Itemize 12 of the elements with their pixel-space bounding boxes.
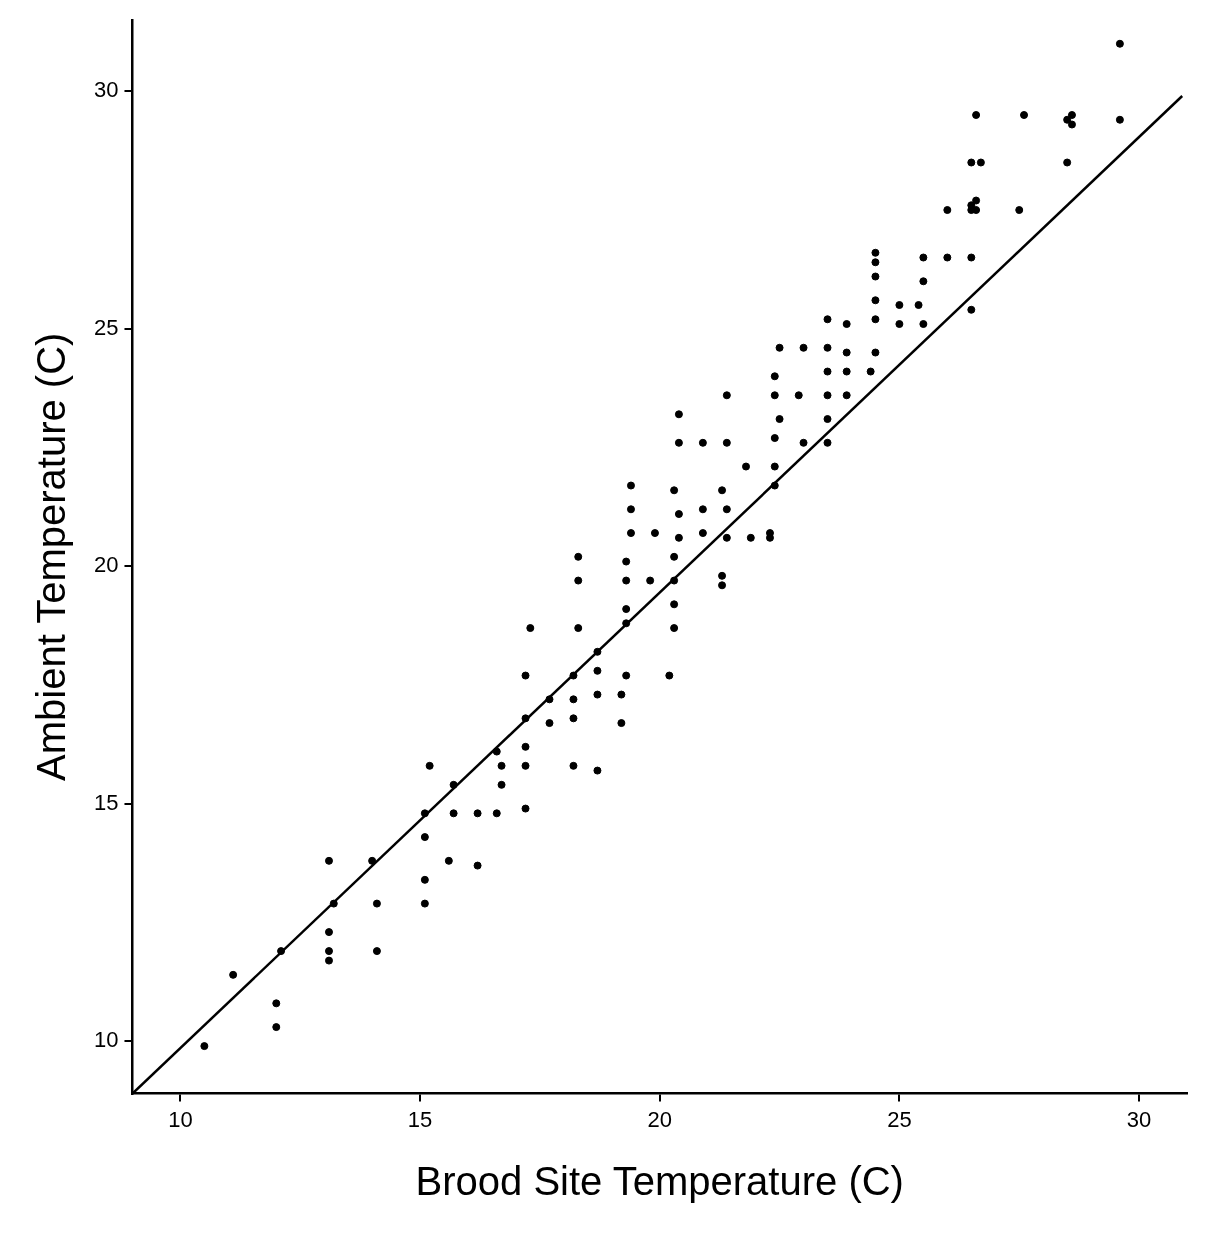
x-tick-label: 15 [407, 1106, 433, 1132]
x-axis-title: Brood Site Temperature (C) [415, 1159, 904, 1204]
y-tick-label: 30 [93, 77, 119, 103]
x-tick-label: 10 [168, 1106, 193, 1132]
y-tick-label: 25 [93, 314, 119, 340]
y-tick-label: 20 [93, 552, 119, 578]
y-tick-label: 15 [93, 789, 119, 815]
x-tick-label: 25 [887, 1106, 912, 1132]
y-tick-label: 10 [93, 1027, 119, 1053]
y-axis-title: Ambient Temperature (C) [29, 332, 74, 781]
x-tick-label: 30 [1126, 1106, 1152, 1132]
x-tick-label: 20 [647, 1106, 672, 1132]
